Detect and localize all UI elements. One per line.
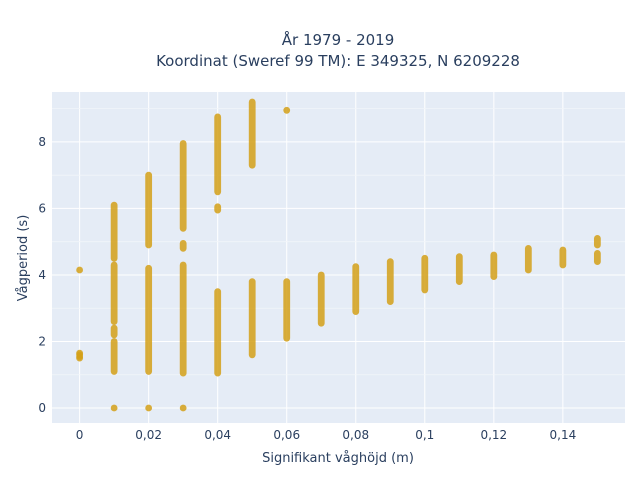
y-tick-label: 4 (38, 268, 46, 282)
data-point-cluster (455, 253, 463, 286)
data-point-cluster (179, 140, 187, 232)
data-point-cluster (317, 271, 325, 327)
data-point-cluster (110, 338, 118, 375)
data-points (76, 98, 601, 412)
data-point-cluster (214, 203, 222, 214)
chart-title: År 1979 - 2019 (282, 30, 395, 49)
x-tick-label: 0,06 (273, 428, 300, 442)
y-tick-label: 2 (38, 334, 46, 348)
data-point-cluster (248, 98, 256, 169)
data-point-cluster (145, 171, 153, 249)
data-point-cluster (490, 251, 498, 281)
data-point-cluster (214, 288, 222, 377)
data-point-cluster (179, 261, 187, 377)
data-point-cluster (421, 254, 429, 294)
data-point-cluster (110, 261, 118, 325)
data-point-cluster (145, 264, 153, 375)
data-point-cluster (179, 239, 187, 252)
x-tick-label: 0 (76, 428, 84, 442)
tick-labels: 0 0,02 0,04 0,06 0,08 0,1 0,12 0,14 0 2 4 6 8 (38, 135, 576, 442)
data-point-cluster (559, 246, 567, 269)
x-tick-label: 0,14 (550, 428, 577, 442)
x-tick-label: 0,1 (415, 428, 434, 442)
y-axis-title: Vågperiod (s) (16, 215, 31, 302)
data-point-cluster (352, 263, 360, 315)
data-point-cluster (110, 201, 118, 262)
data-point (76, 266, 84, 274)
data-point-cluster (248, 278, 256, 359)
data-point-cluster (593, 249, 601, 266)
data-point (110, 404, 118, 412)
data-point-cluster (283, 278, 291, 342)
data-point-cluster (386, 258, 394, 305)
data-point (145, 404, 153, 412)
data-point (179, 404, 187, 412)
y-tick-label: 6 (38, 201, 46, 215)
x-tick-label: 0,08 (342, 428, 369, 442)
data-point-cluster (524, 244, 532, 274)
data-point-cluster (110, 324, 118, 339)
y-tick-label: 0 (38, 401, 46, 415)
data-point-cluster (214, 113, 222, 196)
data-point (76, 349, 84, 357)
x-tick-label: 0,02 (135, 428, 162, 442)
y-tick-label: 8 (38, 135, 46, 149)
data-point (283, 106, 291, 114)
x-axis-title: Signifikant våghöjd (m) (262, 451, 414, 466)
chart-subtitle: Koordinat (Sweref 99 TM): E 349325, N 62… (156, 52, 520, 70)
data-point-cluster (593, 234, 601, 249)
x-tick-label: 0,04 (204, 428, 231, 442)
x-tick-label: 0,12 (480, 428, 507, 442)
